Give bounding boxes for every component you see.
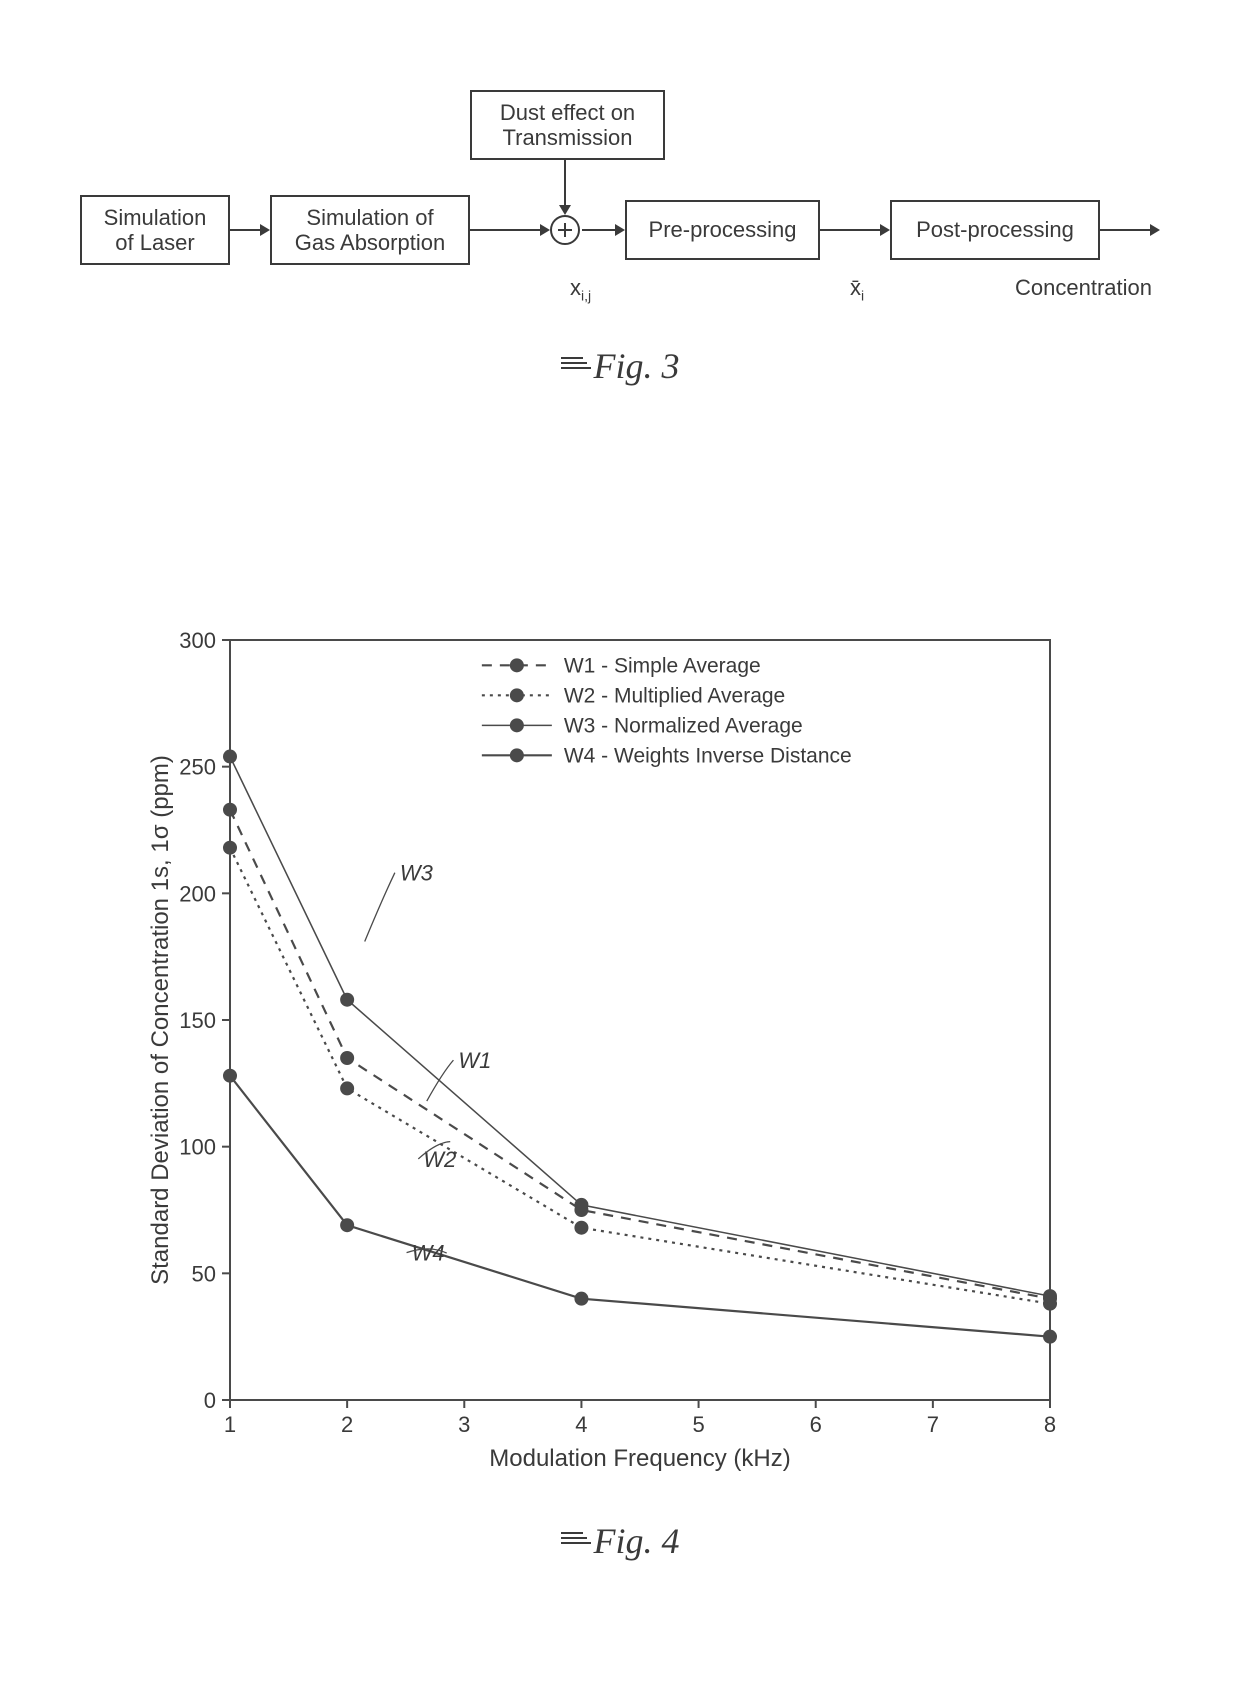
fig4-caption-text: Fig. 4 [594, 1521, 680, 1561]
arrow-v-0 [564, 160, 566, 213]
ytick-label: 300 [179, 628, 216, 653]
flow-box-dust: Dust effect onTransmission [470, 90, 665, 160]
legend-label-W2: W2 - Multiplied Average [564, 684, 785, 707]
marker-W2 [223, 841, 237, 855]
fig4-caption: Fig. 4 [0, 1520, 1240, 1562]
marker-W3 [574, 1198, 588, 1212]
xtick-label: 7 [927, 1412, 939, 1437]
label-xij: xi,j [570, 275, 591, 303]
inline-label-W4: W4 [412, 1241, 445, 1266]
flow-box-pre: Pre-processing [625, 200, 820, 260]
fig3-caption-text: Fig. 3 [594, 346, 680, 386]
marker-W1 [223, 803, 237, 817]
ylabel: Standard Deviation of Concentration 1s, … [147, 755, 174, 1285]
marker-W4 [223, 1069, 237, 1083]
marker-W2 [340, 1081, 354, 1095]
marker-W1 [340, 1051, 354, 1065]
xtick-label: 1 [224, 1412, 236, 1437]
summing-junction [550, 215, 580, 245]
label-xbar: x̄i [850, 275, 864, 303]
legend-label-W3: W3 - Normalized Average [564, 714, 803, 737]
line-chart: 1 2 3 4 5 6 7 8 0 50 100 150 200 250 300 Modulation Fre… [140, 620, 1070, 1480]
legend-label-W1: W1 - Simple Average [564, 654, 761, 677]
marker-W3 [340, 993, 354, 1007]
xtick-label: 2 [341, 1412, 353, 1437]
arrow-h-3 [820, 229, 888, 231]
xlabel: Modulation Frequency (kHz) [489, 1445, 790, 1472]
flow-box-sim-laser: Simulationof Laser [80, 195, 230, 265]
series-line-W2 [230, 848, 1050, 1304]
marker-W3 [1043, 1289, 1057, 1303]
flow-box-sim-gas: Simulation ofGas Absorption [270, 195, 470, 265]
fig3-container: Simulationof Laser Simulation ofGas Absor… [80, 90, 1160, 390]
legend-label-W4: W4 - Weights Inverse Distance [564, 744, 852, 767]
ytick-label: 150 [179, 1008, 216, 1033]
marker-W4 [574, 1292, 588, 1306]
label-concentration: Concentration [1015, 275, 1152, 301]
ytick-label: 200 [179, 881, 216, 906]
series-line-W4 [230, 1076, 1050, 1337]
arrow-h-1 [470, 229, 548, 231]
inline-label-W3: W3 [400, 861, 434, 886]
marker-W4 [340, 1218, 354, 1232]
fig4-container: 1 2 3 4 5 6 7 8 0 50 100 150 200 250 300 Modulation Fre… [140, 620, 1100, 1480]
marker-W3 [223, 750, 237, 764]
flowchart: Simulationof Laser Simulation ofGas Absor… [80, 90, 1160, 310]
ytick-label: 50 [192, 1261, 216, 1286]
ytick-label: 250 [179, 755, 216, 780]
ytick-label: 100 [179, 1135, 216, 1160]
leader-W3 [365, 873, 395, 942]
xtick-label: 5 [692, 1412, 704, 1437]
xtick-label: 6 [810, 1412, 822, 1437]
flow-box-post: Post-processing [890, 200, 1100, 260]
fig3-caption: Fig. 3 [80, 345, 1160, 387]
arrow-h-4 [1100, 229, 1158, 231]
ytick-label: 0 [204, 1388, 216, 1413]
inline-label-W1: W1 [458, 1048, 491, 1073]
xtick-label: 4 [575, 1412, 587, 1437]
series-line-W3 [230, 757, 1050, 1297]
xtick-label: 3 [458, 1412, 470, 1437]
arrow-h-0 [230, 229, 268, 231]
xtick-label: 8 [1044, 1412, 1056, 1437]
arrow-h-2 [582, 229, 623, 231]
marker-W2 [574, 1221, 588, 1235]
marker-W4 [1043, 1330, 1057, 1344]
